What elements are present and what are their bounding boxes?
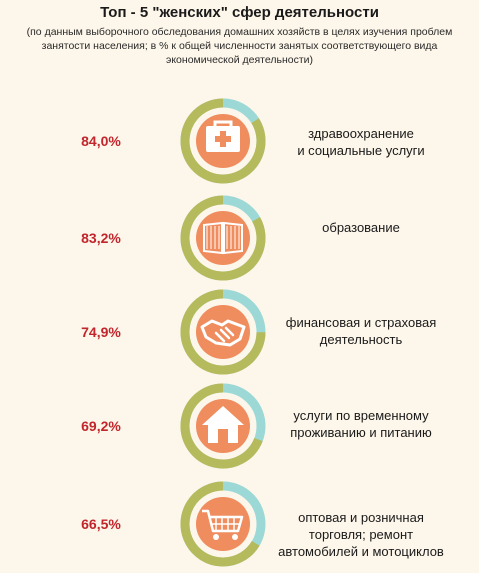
- donut-filled-arc: [180, 195, 266, 281]
- donut-ring: [180, 481, 266, 567]
- percent-value: 69,2%: [81, 418, 121, 434]
- category-label-line: автомобилей и мотоциклов: [278, 544, 444, 559]
- category-row: 74,9% финансовая и страховая деятельност…: [0, 287, 479, 377]
- category-row: 84,0% здравоохранение и социальные услуг…: [0, 96, 479, 186]
- percent-value: 74,9%: [81, 324, 121, 340]
- category-label-line: проживанию и питанию: [290, 425, 432, 440]
- donut-ring: [180, 383, 266, 469]
- donut-ring: [180, 289, 266, 375]
- category-label-line: оптовая и розничная: [298, 510, 424, 525]
- percent-value: 66,5%: [81, 516, 121, 532]
- category-row: 83,2% образование: [0, 193, 479, 283]
- category-label-line: и социальные услуги: [297, 143, 425, 158]
- chart-title: Топ - 5 "женских" сфер деятельности: [100, 4, 379, 21]
- category-label-line: здравоохранение: [308, 126, 414, 141]
- chart-subtitle: (по данным выборочного обследования дома…: [26, 26, 453, 66]
- donut-ring: [180, 98, 266, 184]
- donut-ring: [180, 195, 266, 281]
- category-label: здравоохранение и социальные услуги: [276, 125, 446, 159]
- category-label: услуги по временному проживанию и питани…: [276, 407, 446, 441]
- category-label-line: торговля; ремонт: [308, 527, 414, 542]
- category-row: 69,2% услуги по временному проживанию и …: [0, 381, 479, 471]
- category-label-line: образование: [322, 220, 400, 235]
- category-label-line: финансовая и страховая: [285, 315, 437, 330]
- shopping-cart-icon: [196, 497, 250, 551]
- donut-filled-arc: [180, 383, 263, 469]
- category-label-line: деятельность: [319, 332, 403, 347]
- handshake-icon: [196, 305, 250, 359]
- donut-filled-arc: [180, 98, 266, 184]
- donut-filled-arc: [180, 481, 260, 567]
- house-icon: [196, 399, 250, 453]
- category-row: 66,5% оптовая и розничная торговля; ремо…: [0, 479, 479, 569]
- donut-filled-arc: [180, 289, 266, 375]
- category-label: образование: [276, 219, 446, 236]
- percent-value: 83,2%: [81, 230, 121, 246]
- category-label: финансовая и страховая деятельность: [276, 314, 446, 348]
- category-label-line: услуги по временному: [293, 408, 429, 423]
- open-book-icon: [196, 211, 250, 265]
- category-label: оптовая и розничная торговля; ремонт авт…: [276, 509, 446, 560]
- percent-value: 84,0%: [81, 133, 121, 149]
- medical-kit-icon: [196, 114, 250, 168]
